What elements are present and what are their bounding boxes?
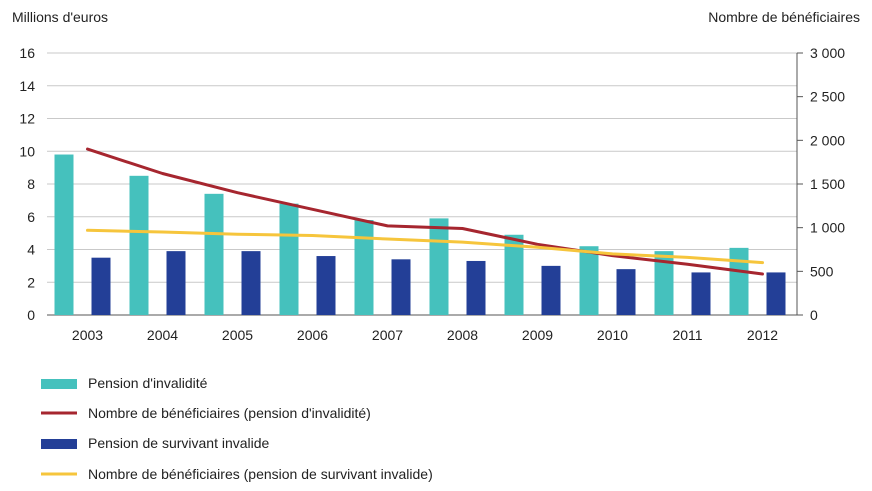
category-label: 2009 (522, 327, 553, 343)
category-labels: 2003 2004 2005 2006 2007 2008 2009 2010 2011 2012 (72, 327, 778, 343)
left-axis-title: Millions d'euros (12, 9, 108, 25)
legend: Pension d'invalidité Nombre de bénéficiai… (41, 375, 433, 482)
left-tick-label: 12 (19, 111, 35, 127)
left-axis-ticks: 0 2 4 6 8 10 12 14 16 (19, 45, 35, 323)
right-axis-ticks: 0 500 1 000 1 500 2 000 2 500 3 000 (797, 45, 845, 323)
bar-pension-survivant-2007 (391, 259, 411, 315)
category-label: 2004 (147, 327, 178, 343)
bar-pension-invalidite-2004 (129, 175, 149, 315)
category-label: 2005 (222, 327, 253, 343)
bar-pension-invalidite-2011 (654, 251, 674, 315)
bar-pension-invalidite-2009 (504, 234, 524, 315)
bar-pension-survivant-2010 (616, 269, 636, 315)
left-tick-label: 6 (27, 209, 35, 225)
bar-pension-invalidite-2005 (204, 193, 224, 315)
category-label: 2012 (747, 327, 778, 343)
category-label: 2011 (672, 327, 702, 343)
legend-label: Nombre de bénéficiaires (pension d'inval… (88, 405, 371, 421)
bar-pension-survivant-2004 (166, 251, 186, 315)
right-tick-label: 1 500 (810, 176, 845, 192)
legend-label: Pension de survivant invalide (88, 435, 270, 451)
line-beneficiaires-survivant (86, 228, 764, 265)
bar-pension-invalidite-2006 (279, 203, 299, 315)
bar-pension-invalidite-2007 (354, 220, 374, 315)
legend-label: Pension d'invalidité (88, 375, 208, 391)
left-tick-label: 10 (19, 143, 35, 159)
bar-pension-survivant-2009 (541, 265, 561, 315)
left-tick-label: 14 (19, 78, 35, 94)
bar-pension-invalidite-2008 (429, 218, 449, 315)
bar-pension-invalidite-2010 (579, 246, 599, 315)
left-tick-label: 8 (27, 176, 35, 192)
bar-pension-invalidite-2003 (54, 154, 74, 315)
gridlines (47, 52, 797, 316)
bars (54, 154, 786, 315)
category-label: 2010 (597, 327, 628, 343)
legend-swatch (41, 439, 77, 449)
right-tick-label: 3 000 (810, 45, 845, 61)
category-label: 2008 (447, 327, 478, 343)
left-tick-label: 0 (27, 307, 35, 323)
left-tick-label: 2 (27, 274, 35, 290)
legend-swatch (41, 379, 77, 389)
bar-pension-survivant-2005 (241, 251, 261, 315)
right-tick-label: 2 500 (810, 89, 845, 105)
bar-pension-survivant-2008 (466, 260, 486, 315)
bar-pension-invalidite-2012 (729, 247, 749, 315)
line-beneficiaires-invalidite (86, 147, 764, 276)
right-tick-label: 2 000 (810, 132, 845, 148)
right-tick-label: 0 (810, 307, 818, 323)
left-tick-label: 4 (27, 242, 35, 258)
left-tick-label: 16 (19, 45, 35, 61)
right-tick-label: 1 000 (810, 220, 845, 236)
bar-pension-survivant-2012 (766, 272, 786, 315)
category-label: 2006 (297, 327, 328, 343)
lines (86, 147, 764, 276)
category-label: 2003 (72, 327, 103, 343)
right-tick-label: 500 (810, 263, 834, 279)
right-axis-title: Nombre de bénéficiaires (708, 9, 860, 25)
bar-pension-survivant-2003 (91, 257, 111, 315)
bar-pension-survivant-2011 (691, 272, 711, 315)
legend-label: Nombre de bénéficiaires (pension de surv… (88, 466, 433, 482)
category-label: 2007 (372, 327, 403, 343)
bar-pension-survivant-2006 (316, 256, 336, 315)
